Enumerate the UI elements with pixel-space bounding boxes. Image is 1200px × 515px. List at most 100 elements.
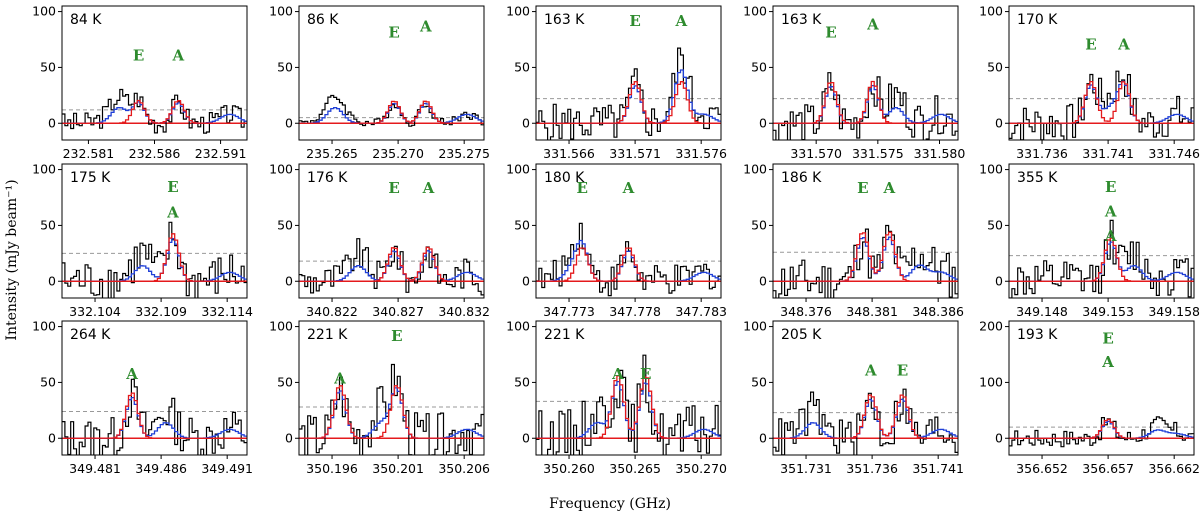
x-tick-label: 235.270 (372, 146, 424, 161)
transition-label: A (422, 179, 435, 197)
transition-label: E (133, 47, 144, 65)
y-tick-label: 100 (743, 4, 767, 19)
x-tick-label: 340.827 (372, 304, 424, 319)
transition-label: E (825, 23, 836, 41)
x-tick-label: 340.832 (438, 304, 490, 319)
target-model-spectrum (1009, 418, 1194, 439)
y-tick-label: 50 (40, 217, 56, 232)
y-tick-label: 0 (285, 273, 293, 288)
temperature-label: 163 K (544, 12, 585, 28)
panel-plot-area (62, 88, 247, 134)
temperature-label: 84 K (70, 12, 102, 28)
x-tick-label: 350.265 (609, 461, 661, 476)
panel-plot-area (1009, 416, 1194, 448)
x-tick-label: 349.153 (1082, 304, 1134, 319)
y-tick-label: 50 (277, 217, 293, 232)
observed-spectrum (536, 47, 721, 140)
x-tick-label: 350.201 (372, 461, 424, 476)
x-tick-label: 347.783 (675, 304, 727, 319)
temperature-label: 176 K (307, 170, 348, 186)
panel-frame (1008, 320, 1195, 456)
y-tick-label: 50 (514, 217, 530, 232)
x-tick-label: 331.570 (790, 146, 842, 161)
temperature-label: 193 K (1017, 327, 1058, 343)
y-tick-label: 200 (979, 319, 1003, 334)
x-tick-label: 349.481 (69, 461, 121, 476)
panel-11: 0 50 100 349.481 349.486 349.491 264 K A (32, 319, 253, 476)
y-tick-label: 50 (40, 374, 56, 389)
target-model-spectrum (1009, 80, 1194, 124)
panel-frame (535, 163, 722, 299)
y-tick-label: 100 (269, 162, 293, 177)
panel-plot-area (536, 222, 721, 297)
y-tick-label: 0 (285, 430, 293, 445)
target-model-spectrum (299, 246, 484, 282)
transition-label: A (864, 362, 877, 380)
transition-label: A (333, 370, 346, 388)
total-model-spectrum (773, 236, 958, 282)
temperature-label: 175 K (70, 170, 111, 186)
temperature-label: 205 K (781, 327, 822, 343)
x-tick-label: 232.591 (195, 146, 247, 161)
x-tick-label: 235.265 (306, 146, 358, 161)
target-model-spectrum (1009, 237, 1194, 282)
panel-8: 0 50 100 347.773 347.778 347.783 180 KE A (506, 162, 727, 319)
x-tick-label: 331.566 (543, 146, 595, 161)
y-tick-label: 0 (48, 273, 56, 288)
y-tick-label: 0 (759, 430, 767, 445)
target-model-spectrum (62, 233, 247, 282)
x-tick-label: 332.114 (201, 304, 253, 319)
x-tick-label: 347.778 (609, 304, 661, 319)
x-tick-label: 348.386 (912, 304, 964, 319)
panel-plot-area (773, 388, 958, 455)
panel-frame (535, 320, 722, 456)
y-tick-label: 50 (751, 217, 767, 232)
transition-label: A (611, 365, 624, 383)
transition-label: A (419, 18, 432, 36)
panel-3: 0 50 100 331.566 331.571 331.576 163 K E A (506, 4, 727, 161)
temperature-label: 264 K (70, 327, 111, 343)
temperature-label: 180 K (544, 170, 585, 186)
x-tick-label: 350.270 (675, 461, 727, 476)
y-tick-label: 50 (277, 374, 293, 389)
panel-frame (61, 163, 248, 299)
total-model-spectrum (62, 396, 247, 439)
y-tick-label: 100 (269, 319, 293, 334)
target-model-spectrum (773, 394, 958, 439)
y-tick-label: 100 (979, 4, 1003, 19)
total-model-spectrum (536, 239, 721, 282)
observed-spectrum (773, 388, 958, 455)
total-model-spectrum (773, 398, 958, 439)
panel-frame (298, 163, 485, 299)
y-tick-label: 100 (506, 4, 530, 19)
transition-label: E (629, 12, 640, 30)
panel-9: 0 50 100 348.376 348.381 348.386 186 K E A (743, 162, 964, 319)
transition-label: A (866, 15, 879, 33)
transition-label: E (388, 179, 399, 197)
observed-spectrum (62, 378, 247, 455)
observed-spectrum (1009, 219, 1194, 298)
observed-spectrum (1009, 70, 1194, 140)
x-tick-label: 331.746 (1148, 146, 1200, 161)
y-tick-label: 50 (514, 59, 530, 74)
x-tick-label: 232.581 (63, 146, 115, 161)
y-tick-label: 0 (995, 115, 1003, 130)
x-tick-label: 331.736 (1016, 146, 1068, 161)
y-tick-label: 100 (506, 319, 530, 334)
transition-label: A (171, 47, 184, 65)
y-tick-label: 50 (514, 374, 530, 389)
panel-frame (1008, 5, 1195, 141)
x-tick-label: 349.486 (135, 461, 187, 476)
temperature-label: 355 K (1017, 170, 1058, 186)
x-tick-label: 356.662 (1148, 461, 1200, 476)
y-tick-label: 100 (32, 319, 56, 334)
y-tick-label: 50 (987, 59, 1003, 74)
target-model-spectrum (773, 80, 958, 124)
y-tick-label: 100 (979, 374, 1003, 389)
y-tick-label: 0 (995, 430, 1003, 445)
panel-2: 0 50 100 235.265 235.270 235.275 86 K E A (269, 4, 490, 161)
panel-14: 0 50 100 351.731 351.736 351.741 205 K A E (743, 319, 964, 476)
total-model-spectrum (299, 102, 484, 124)
target-model-spectrum (62, 99, 247, 124)
